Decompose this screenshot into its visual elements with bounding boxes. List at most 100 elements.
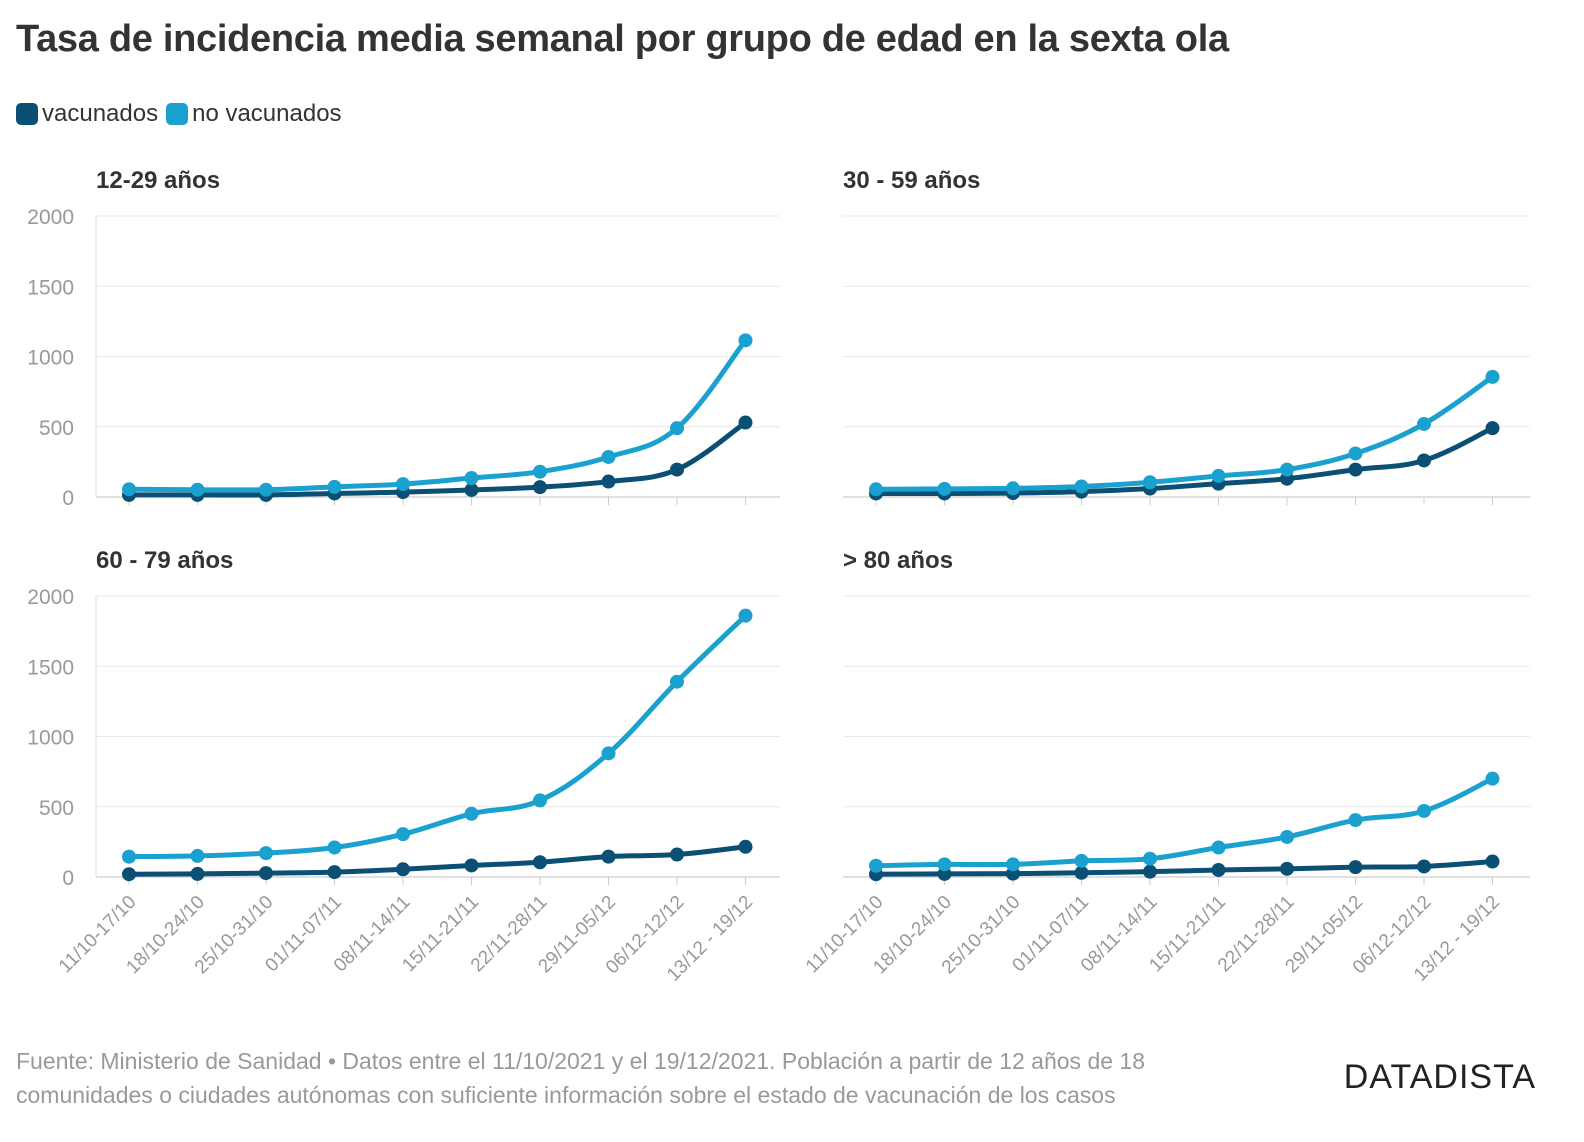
data-point [1280, 861, 1294, 876]
data-point [670, 674, 684, 689]
chart-title: Tasa de incidencia media semanal por gru… [16, 18, 1229, 60]
footer-line-1: Fuente: Ministerio de Sanidad • Datos en… [16, 1048, 1145, 1074]
y-tick-label: 500 [39, 417, 74, 440]
data-point [1211, 468, 1226, 483]
footer-source: Fuente: Ministerio de Sanidad • Datos en… [16, 1044, 1306, 1112]
y-tick-label: 2000 [27, 586, 74, 609]
data-point [464, 858, 479, 873]
legend-label-no-vacunados: no vacunados [192, 100, 342, 127]
series-line [873, 776, 1495, 869]
panel-title: 12-29 años [96, 167, 220, 194]
data-point [1074, 865, 1089, 880]
data-point [1074, 479, 1089, 494]
data-point [122, 482, 136, 497]
data-point [1074, 853, 1089, 868]
data-point [738, 839, 753, 854]
data-point [533, 793, 547, 808]
data-point [1485, 854, 1500, 869]
data-point [533, 480, 547, 495]
series-line [873, 425, 1495, 497]
data-point [937, 481, 952, 496]
data-point [533, 464, 547, 479]
series-line [873, 374, 1495, 492]
data-point [601, 449, 616, 464]
data-point [601, 746, 616, 761]
data-point [122, 867, 136, 882]
panel-title: > 80 años [843, 547, 953, 574]
data-point [327, 865, 342, 880]
data-point [1485, 421, 1500, 436]
panel-title: 60 - 79 años [96, 547, 233, 574]
legend: vacunados no vacunados [16, 100, 350, 128]
data-point [259, 866, 273, 881]
data-point [1348, 813, 1363, 828]
data-point [1143, 864, 1157, 879]
data-point [869, 482, 883, 497]
data-point [738, 333, 753, 348]
y-tick-label: 0 [62, 487, 74, 510]
data-point [738, 608, 753, 623]
data-point [327, 840, 342, 855]
data-point [601, 849, 616, 864]
y-tick-label: 1000 [27, 347, 74, 370]
data-point [396, 477, 410, 492]
data-point [738, 415, 753, 430]
data-point [601, 474, 616, 489]
data-point [1417, 416, 1431, 431]
data-point [464, 482, 479, 497]
data-point [190, 866, 205, 881]
data-point [259, 846, 273, 861]
data-point [327, 479, 342, 494]
data-point [1417, 453, 1431, 468]
data-point [670, 847, 684, 862]
data-point [259, 482, 273, 497]
data-point [1280, 829, 1294, 844]
legend-swatch-no-vacunados [166, 103, 189, 125]
y-tick-label: 1500 [27, 656, 74, 679]
series-line [126, 844, 748, 877]
data-point [1143, 475, 1157, 490]
y-tick-label: 1500 [27, 276, 74, 299]
data-point [396, 862, 410, 877]
data-point [1006, 857, 1020, 872]
data-point [1485, 369, 1500, 384]
brand-logo: DATADISTA [1343, 1058, 1536, 1096]
data-point [1211, 840, 1226, 855]
panel-title: 30 - 59 años [843, 167, 980, 194]
data-point [1485, 771, 1500, 786]
small-multiples-chart: 12-29 años 0 500 1000 1500 2000 30 - 59 años 60… [27, 167, 1530, 986]
data-point [464, 471, 479, 486]
legend-item-no-vacunados[interactable]: no vacunados [166, 100, 342, 128]
data-point [1348, 446, 1363, 461]
data-point [869, 858, 883, 873]
data-point [1211, 862, 1226, 877]
data-point [1006, 481, 1020, 496]
legend-swatch-vacunados [16, 103, 38, 125]
y-tick-label: 1000 [27, 727, 74, 750]
data-point [464, 806, 479, 821]
data-point [1417, 859, 1431, 874]
data-point [533, 855, 547, 870]
series-line [126, 420, 748, 498]
data-point [396, 827, 410, 842]
legend-label-vacunados: vacunados [42, 100, 159, 127]
y-tick-label: 2000 [27, 206, 74, 229]
data-point [1348, 462, 1363, 477]
footer-line-2: comunidades o ciudades autónomas con suf… [16, 1082, 1116, 1108]
data-point [190, 848, 205, 863]
data-point [670, 421, 684, 436]
series-line [873, 859, 1495, 877]
data-point [1143, 851, 1157, 866]
data-point [1280, 462, 1294, 477]
series-line [126, 613, 748, 860]
data-point [937, 857, 952, 872]
data-point [1417, 803, 1431, 818]
y-tick-label: 500 [39, 797, 74, 820]
data-point [1348, 860, 1363, 875]
data-point [190, 482, 205, 497]
series-line [126, 337, 748, 493]
data-point [122, 849, 136, 864]
data-point [670, 462, 684, 477]
y-tick-label: 0 [62, 867, 74, 890]
legend-item-vacunados[interactable]: vacunados [16, 100, 158, 128]
